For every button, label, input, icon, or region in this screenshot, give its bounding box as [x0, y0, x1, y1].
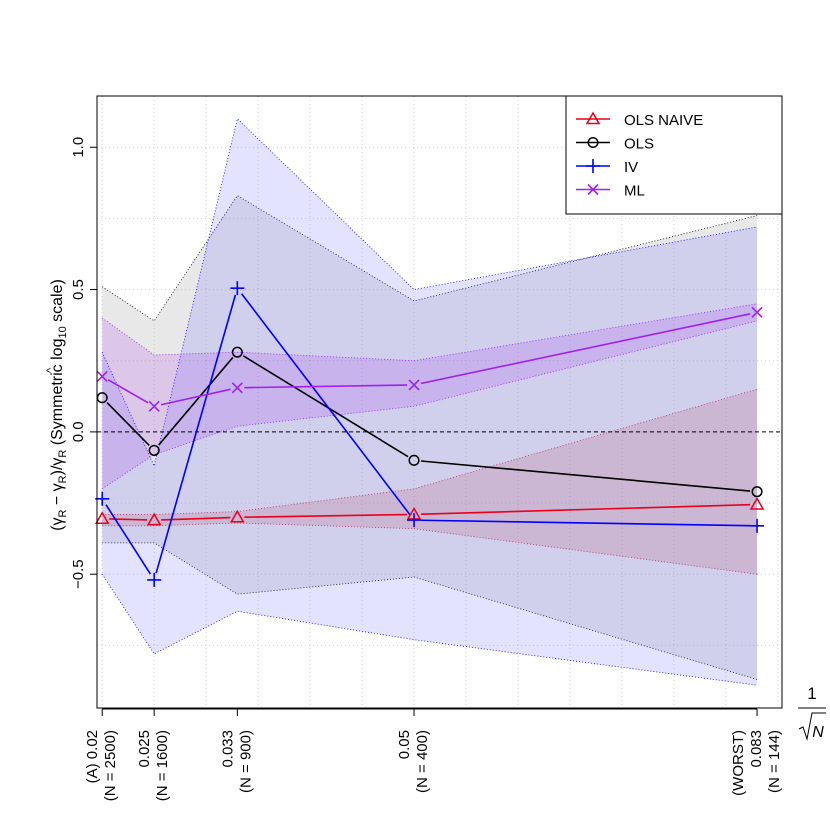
- y-label-gamma-hat: γ: [49, 518, 66, 526]
- y-tick-label: 1.0: [70, 137, 87, 158]
- legend-label: ML: [624, 183, 645, 200]
- x-tick-label: 0.025: [136, 730, 153, 768]
- data-point-circle: [408, 454, 420, 466]
- y-label-gamma-2: γ: [49, 483, 66, 491]
- data-point-plus: [147, 572, 162, 587]
- data-point-circle: [231, 346, 243, 358]
- data-point-cross: [148, 400, 160, 412]
- data-point-cross: [408, 379, 420, 391]
- series-group: [96, 346, 763, 498]
- data-point-plus: [586, 159, 600, 173]
- data-point-circle: [751, 486, 763, 498]
- legend-label: OLS: [624, 136, 654, 153]
- x-tick-label: (N = 400): [414, 730, 431, 793]
- data-point-triangle: [146, 512, 162, 526]
- data-point-plus: [750, 518, 765, 533]
- series-line-segment: [160, 388, 231, 406]
- data-point-triangle: [94, 511, 110, 524]
- series-line-segment: [107, 379, 149, 404]
- data-point-cross: [751, 306, 763, 318]
- series-line-segment: [420, 313, 751, 385]
- x-tick-label: 0.033: [219, 730, 236, 768]
- x-tick-label: 0.083: [748, 730, 765, 768]
- series-line-segment: [105, 504, 152, 575]
- y-label-log-base: 10: [57, 326, 69, 338]
- legend-box: [565, 95, 783, 215]
- data-point-triangle: [230, 509, 245, 523]
- confidence-band: [102, 303, 758, 489]
- y-label-sub-2: R: [57, 475, 69, 483]
- series-line-segment: [421, 519, 751, 527]
- x-label-radicand: N: [812, 724, 824, 741]
- y-label-sub-1: R: [57, 510, 69, 518]
- y-tick-label: 0.5: [70, 279, 87, 300]
- band-lower-edge: [101, 320, 758, 490]
- legend: OLS NAIVE OLS IV ML: [565, 95, 783, 215]
- confidence-bands: [101, 117, 758, 686]
- y-tick-label: −0.5: [70, 559, 87, 589]
- y-label-minus: −: [49, 491, 66, 509]
- data-point-plus: [95, 491, 110, 506]
- series-line-segment: [240, 293, 411, 516]
- series-group: [96, 306, 763, 412]
- y-label-scale-text: (Symmetric log: [49, 339, 66, 450]
- series-line-segment: [106, 402, 150, 446]
- x-tick-label: (A) 0.02: [84, 730, 101, 783]
- x-tick-label: (N = 1600): [154, 730, 171, 801]
- legend-label: IV: [624, 159, 638, 176]
- confidence-band: [102, 195, 758, 680]
- series-line-segment: [244, 384, 408, 389]
- x-tick-label: (N = 144): [766, 730, 783, 793]
- series-lines: [94, 281, 765, 587]
- data-point-cross: [231, 382, 243, 394]
- x-tick-label: (N = 900): [237, 730, 254, 793]
- y-tick-label: 0.0: [70, 421, 87, 442]
- x-tick-label: (WORST): [730, 730, 747, 796]
- series-line-segment: [242, 355, 409, 458]
- series-line-segment: [161, 516, 231, 521]
- x-tick-label: 0.05: [396, 730, 413, 759]
- y-axis-label: (γR − γR)/γR (Symmetric log10 scale): [49, 279, 69, 531]
- data-point-circle: [587, 136, 599, 149]
- confidence-band: [102, 118, 758, 686]
- series-line-segment: [158, 357, 234, 446]
- x-axis: (A) 0.02 (N = 2500) 0.025 (N = 1600) 0.033 (N…: [84, 708, 783, 801]
- series-line-segment: [420, 460, 751, 492]
- data-point-cross: [587, 183, 599, 196]
- x-label-numerator: 1: [807, 684, 816, 703]
- legend-label: OLS NAIVE: [624, 112, 703, 129]
- y-label-gamma-3: γ: [49, 458, 66, 466]
- y-label-slash: )/: [49, 465, 66, 475]
- x-tick-label: (N = 2500): [102, 730, 119, 801]
- data-point-triangle: [585, 111, 601, 125]
- data-point-triangle: [749, 496, 765, 510]
- y-label-hat: ^: [45, 367, 57, 373]
- series-group: [94, 496, 765, 526]
- y-label-sub-3: R: [57, 450, 69, 458]
- series-line-segment: [244, 513, 408, 518]
- data-point-cross: [96, 370, 108, 382]
- band-upper-edge: [101, 303, 758, 362]
- series-line-segment: [155, 294, 237, 574]
- data-point-plus: [407, 513, 422, 528]
- y-label-scale-close: scale): [49, 279, 66, 326]
- y-label-open: (: [49, 525, 66, 531]
- y-axis: −0.5 0.0 0.5 1.0: [70, 137, 98, 589]
- band-lower-edge: [101, 573, 758, 686]
- series-line-segment: [421, 503, 751, 516]
- band-lower-edge: [102, 522, 758, 575]
- data-point-plus: [230, 281, 245, 296]
- x-label-sqrt-sign: [798, 712, 826, 741]
- data-point-circle: [148, 444, 160, 456]
- confidence-band: [102, 389, 758, 575]
- series-group: [95, 281, 765, 587]
- x-axis-label: 1 N: [798, 684, 826, 741]
